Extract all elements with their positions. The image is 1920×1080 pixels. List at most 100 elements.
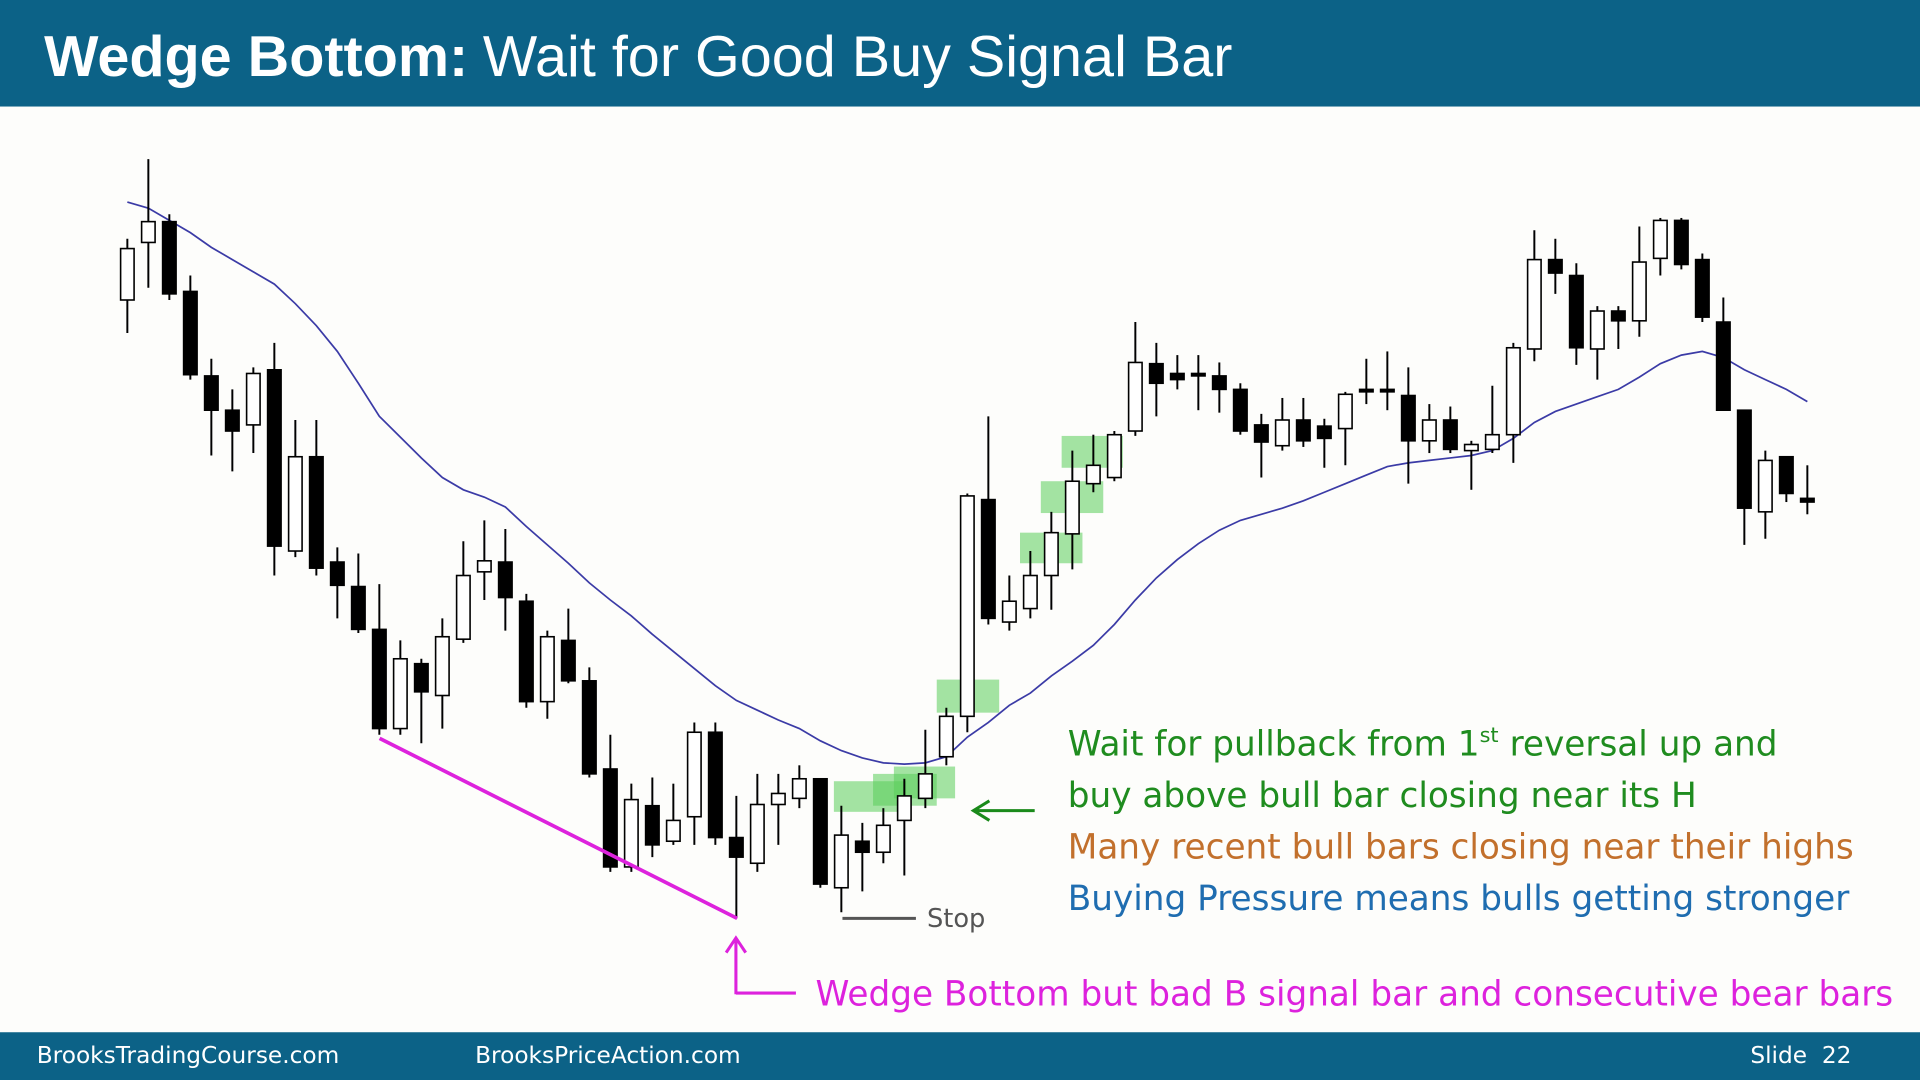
annotation: buy above bull bar closing near its H xyxy=(1068,776,1697,816)
candle-body xyxy=(1211,375,1227,391)
candle-body xyxy=(1064,480,1080,535)
plot xyxy=(119,159,1815,919)
candle-body xyxy=(1358,388,1374,393)
candle-body xyxy=(644,804,660,846)
pointer-arrow xyxy=(970,799,1035,822)
candle-body xyxy=(1610,310,1626,322)
candle-body xyxy=(1253,424,1269,443)
candle-body xyxy=(833,834,849,889)
candle-body xyxy=(1274,419,1290,447)
candle-body xyxy=(1442,419,1458,451)
candle-body xyxy=(728,836,744,858)
candle-body xyxy=(1022,574,1038,610)
candle-body xyxy=(812,777,828,885)
candle-body xyxy=(1295,419,1311,442)
candle-body xyxy=(875,824,891,854)
title-bold: Wedge Bottom: xyxy=(44,25,468,89)
candle-body xyxy=(224,409,240,432)
candle-body xyxy=(1568,274,1584,349)
candle-body xyxy=(1757,459,1773,513)
candle-body xyxy=(350,585,366,631)
title: Wedge Bottom: Wait for Good Buy Signal Ba… xyxy=(44,25,1232,89)
candle-body xyxy=(1547,258,1563,274)
candle-body xyxy=(1190,372,1206,377)
candle-body xyxy=(686,731,702,818)
candle-body xyxy=(1652,219,1668,260)
candle-body xyxy=(1694,258,1710,318)
footer-middle: BrooksPriceAction.com xyxy=(475,1042,741,1069)
annotation: Wait for pullback from 1st reversal up an… xyxy=(1068,723,1778,764)
superscript: st xyxy=(1480,723,1499,747)
candle-body xyxy=(1106,433,1122,479)
header-bar xyxy=(0,0,1920,107)
candle-body xyxy=(1673,219,1689,266)
candle-body xyxy=(1526,258,1542,350)
candle-body xyxy=(119,247,135,301)
title-rest: Wait for Good Buy Signal Bar xyxy=(483,25,1233,89)
candle-body xyxy=(1043,531,1059,577)
candle-body xyxy=(665,819,681,843)
candle-body xyxy=(518,600,534,703)
candle-body xyxy=(413,662,429,693)
candle-body xyxy=(329,561,345,587)
footer-left: BrooksTradingCourse.com xyxy=(37,1042,340,1069)
candle-body xyxy=(539,635,555,703)
candle-body xyxy=(917,773,933,800)
candle-body xyxy=(140,220,156,244)
annotation: Buying Pressure means bulls getting stro… xyxy=(1068,879,1850,919)
candle-body xyxy=(1799,497,1815,503)
candle-body xyxy=(581,680,597,775)
candle-body xyxy=(980,498,996,620)
candle-body xyxy=(182,290,198,376)
annotation: Many recent bull bars closing near their… xyxy=(1068,827,1854,867)
candle-body xyxy=(203,375,219,411)
candle-body xyxy=(308,455,324,569)
annotation-text: reversal up and xyxy=(1510,725,1778,765)
candle-body xyxy=(1379,388,1395,393)
candle-body xyxy=(1232,388,1248,432)
candle-body xyxy=(476,560,492,573)
candle-body xyxy=(1778,455,1794,495)
candle-body xyxy=(161,220,177,295)
moving-average xyxy=(127,201,1808,765)
candle-body xyxy=(371,628,387,730)
candle-body xyxy=(1715,321,1731,411)
candle-body xyxy=(1148,362,1164,385)
candle-body xyxy=(1337,393,1353,430)
candle-body xyxy=(1127,361,1143,432)
candle-body xyxy=(1463,443,1479,452)
footer-bar xyxy=(0,1032,1920,1080)
candle-body xyxy=(854,840,870,854)
candle-body xyxy=(623,798,639,868)
candle-body xyxy=(791,777,807,800)
candle-body xyxy=(1001,600,1017,623)
candle-body xyxy=(1631,261,1647,322)
candle-body xyxy=(392,657,408,730)
candle-body xyxy=(266,369,282,547)
candle-body xyxy=(455,574,471,640)
candle-body xyxy=(896,795,912,822)
wedge-line xyxy=(378,736,738,921)
candle-body xyxy=(1400,394,1416,442)
candle-body xyxy=(1085,464,1101,485)
stop-label: Stop xyxy=(927,904,985,934)
wedge-arrow xyxy=(724,935,796,995)
candle-body xyxy=(1316,425,1332,440)
candle-body xyxy=(245,372,261,426)
candle-body xyxy=(1505,346,1521,436)
candle-body xyxy=(287,455,303,552)
candle-body xyxy=(959,495,975,718)
candle-body xyxy=(938,715,954,758)
candle-body xyxy=(707,731,723,839)
candle-body xyxy=(1169,372,1185,381)
wedge-annotation: Wedge Bottom but bad B signal bar and co… xyxy=(816,974,1894,1014)
annotation-text: Wait for pullback from 1 xyxy=(1068,725,1480,765)
candle-body xyxy=(434,635,450,697)
candle-body xyxy=(602,768,618,868)
footer-right: Slide 22 xyxy=(1750,1042,1851,1069)
candle-body xyxy=(497,561,513,599)
candle-body xyxy=(1421,419,1437,442)
candle-body xyxy=(1589,310,1605,350)
